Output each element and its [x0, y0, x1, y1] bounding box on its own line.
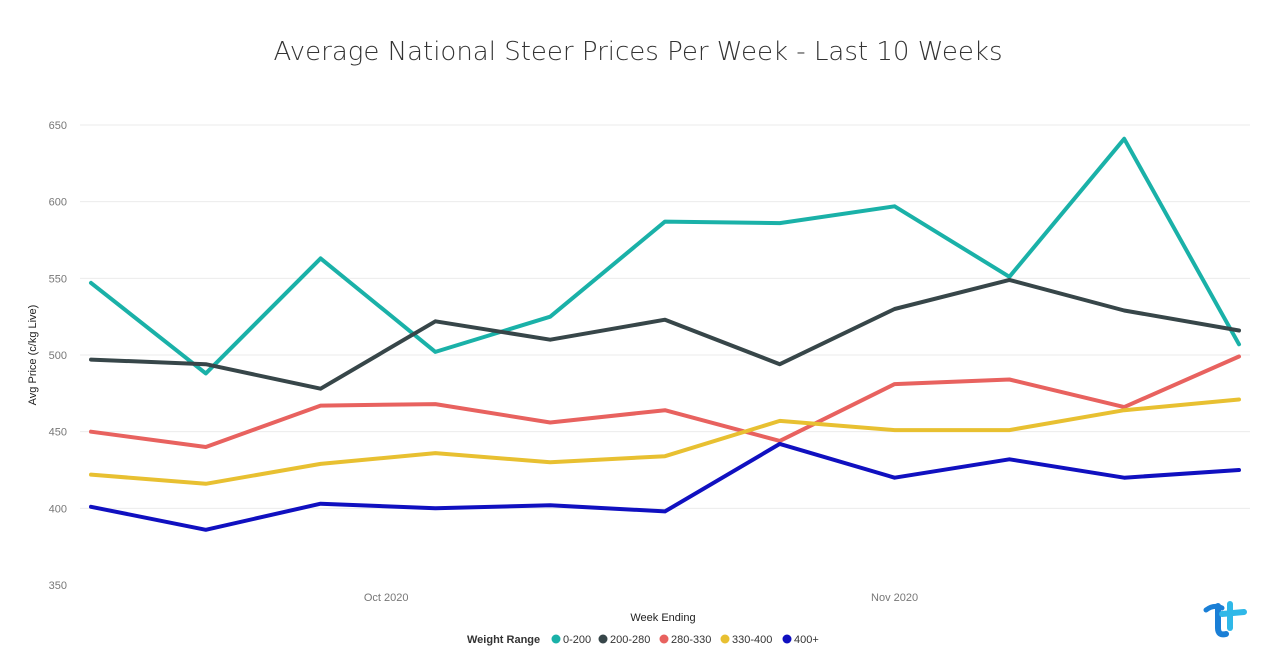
- y-axis-ticks: 650 600 550 500 450 400 350: [49, 120, 67, 592]
- legend-marker: [782, 634, 792, 644]
- series-line-280-330[interactable]: [89, 354, 1241, 449]
- x-tick-label: Oct 2020: [364, 592, 409, 604]
- gridlines: [80, 124, 1250, 509]
- x-axis-ticks: Oct 2020 Nov 2020: [364, 592, 918, 604]
- series-line-330-400[interactable]: [89, 397, 1241, 486]
- y-tick-label: 400: [49, 503, 67, 515]
- y-tick-label: 650: [49, 120, 67, 132]
- legend-marker: [659, 634, 669, 644]
- legend-item-label[interactable]: 0-200: [563, 634, 591, 646]
- brand-logo-icon: [1203, 601, 1247, 638]
- legend-item-label[interactable]: 200-280: [610, 634, 650, 646]
- y-tick-label: 450: [49, 427, 67, 439]
- x-tick-label: Nov 2020: [871, 592, 918, 604]
- legend[interactable]: Weight Range 0-200 200-280 280-330 330-400 4…: [467, 634, 819, 646]
- series-line-400+[interactable]: [89, 441, 1241, 532]
- legend-item-label[interactable]: 400+: [794, 634, 819, 646]
- legend-item-label[interactable]: 330-400: [732, 634, 772, 646]
- series-lines: [89, 136, 1241, 532]
- y-tick-label: 550: [49, 273, 67, 285]
- y-tick-label: 350: [49, 580, 67, 592]
- y-tick-label: 500: [49, 350, 67, 362]
- legend-marker: [720, 634, 730, 644]
- series-line-0-200[interactable]: [89, 136, 1241, 376]
- legend-item-label[interactable]: 280-330: [671, 634, 711, 646]
- legend-marker: [551, 634, 561, 644]
- y-axis-title: Avg Price (c/kg Live): [27, 305, 39, 406]
- series-line-200-280[interactable]: [89, 277, 1241, 391]
- chart-title: Average National Steer Prices Per Week -…: [273, 37, 1002, 67]
- legend-title: Weight Range: [467, 634, 540, 646]
- x-axis-title: Week Ending: [630, 612, 695, 624]
- y-tick-label: 600: [49, 197, 67, 209]
- legend-marker: [598, 634, 608, 644]
